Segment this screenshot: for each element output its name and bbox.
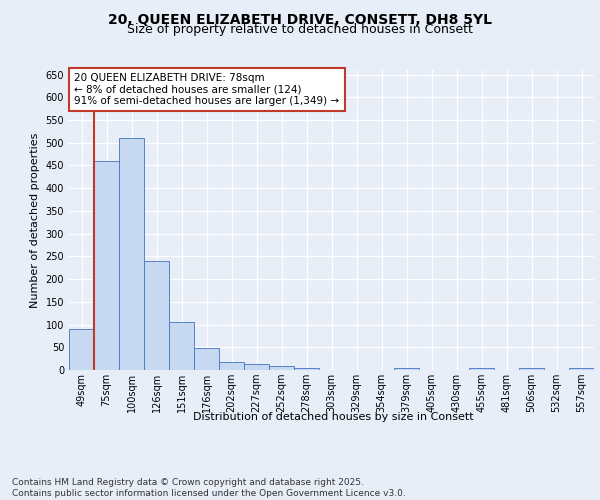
Bar xyxy=(144,261,169,370)
Text: Size of property relative to detached houses in Consett: Size of property relative to detached ho… xyxy=(127,22,473,36)
Bar xyxy=(244,364,269,370)
Text: Distribution of detached houses by size in Consett: Distribution of detached houses by size … xyxy=(193,412,473,422)
Text: 20, QUEEN ELIZABETH DRIVE, CONSETT, DH8 5YL: 20, QUEEN ELIZABETH DRIVE, CONSETT, DH8 … xyxy=(108,12,492,26)
Bar xyxy=(69,329,94,370)
Bar xyxy=(119,138,144,370)
Text: 20 QUEEN ELIZABETH DRIVE: 78sqm
← 8% of detached houses are smaller (124)
91% of: 20 QUEEN ELIZABETH DRIVE: 78sqm ← 8% of … xyxy=(74,73,340,106)
Bar xyxy=(394,368,419,370)
Bar xyxy=(194,348,219,370)
Text: Contains HM Land Registry data © Crown copyright and database right 2025.
Contai: Contains HM Land Registry data © Crown c… xyxy=(12,478,406,498)
Bar xyxy=(94,161,119,370)
Bar xyxy=(219,362,244,370)
Bar xyxy=(569,368,594,370)
Bar xyxy=(519,368,544,370)
Y-axis label: Number of detached properties: Number of detached properties xyxy=(30,132,40,308)
Bar xyxy=(469,368,494,370)
Bar xyxy=(294,368,319,370)
Bar xyxy=(269,366,294,370)
Bar xyxy=(169,322,194,370)
